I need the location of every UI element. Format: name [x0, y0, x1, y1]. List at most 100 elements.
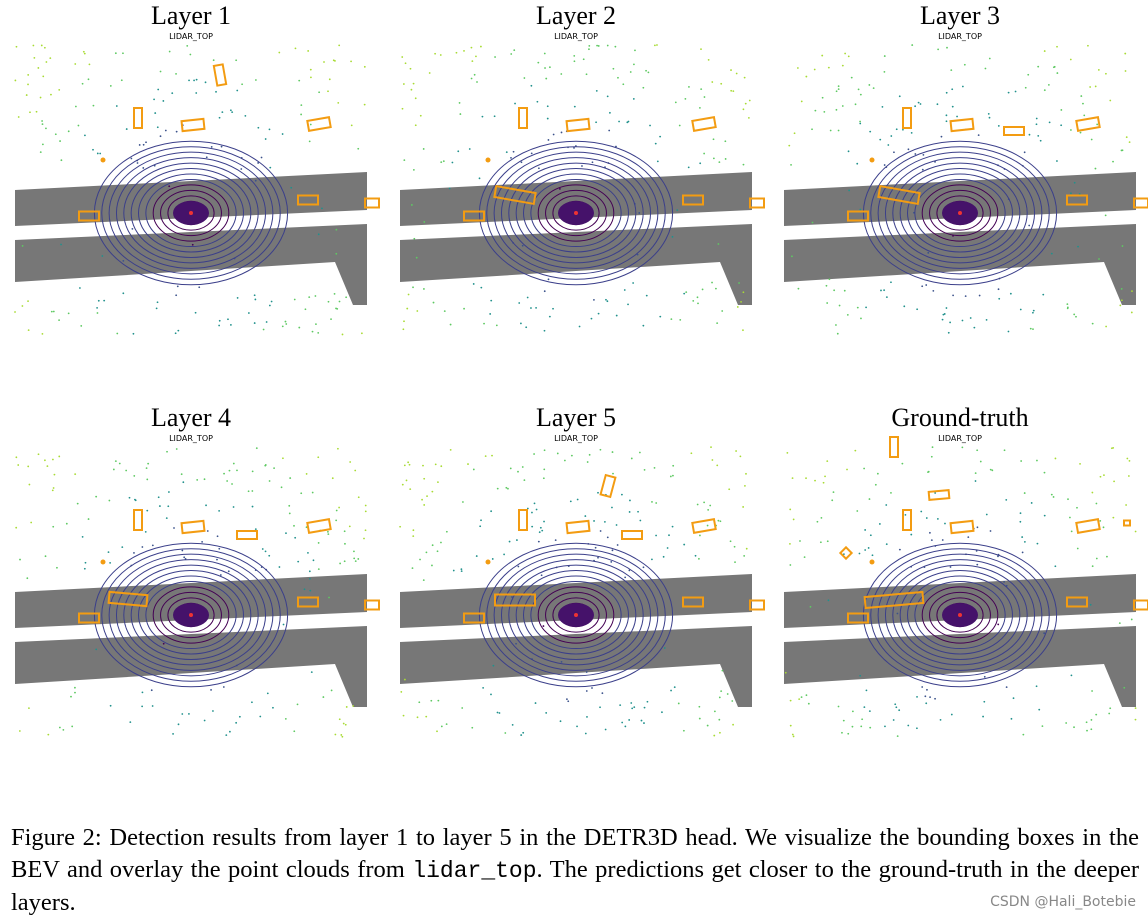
- lidar-point: [512, 150, 515, 153]
- lidar-point: [1109, 707, 1112, 710]
- lidar-point: [1120, 288, 1123, 290]
- lidar-point: [41, 120, 43, 122]
- ego-marker: [574, 211, 578, 215]
- lidar-point: [1066, 303, 1069, 306]
- lidar-point: [729, 540, 732, 543]
- lidar-point: [146, 478, 149, 481]
- lidar-point: [639, 519, 642, 522]
- lidar-point: [612, 472, 614, 475]
- lidar-point: [595, 90, 598, 92]
- lidar-point: [531, 525, 534, 528]
- lidar-point: [1094, 85, 1097, 88]
- road: [400, 172, 752, 226]
- bbox: [902, 107, 912, 129]
- bbox: [236, 530, 258, 540]
- lidar-point: [863, 706, 866, 709]
- lidar-point: [856, 306, 859, 309]
- lidar-point: [967, 536, 970, 539]
- lidar-point: [1030, 502, 1033, 504]
- lidar-point: [54, 133, 57, 136]
- lidar-point: [1041, 725, 1044, 728]
- lidar-point: [426, 495, 428, 497]
- lidar-point: [627, 303, 629, 306]
- lidar-point: [835, 108, 838, 111]
- lidar-point: [510, 156, 512, 159]
- lidar-point: [165, 517, 168, 520]
- lidar-point: [732, 90, 735, 93]
- lidar-point: [543, 52, 546, 55]
- lidar-point: [879, 138, 882, 141]
- lidar-point: [350, 60, 352, 63]
- lidar-point: [930, 455, 933, 458]
- lidar-point: [402, 328, 405, 331]
- lidar-point: [338, 300, 341, 303]
- lidar-point: [718, 161, 721, 164]
- lidar-point: [653, 466, 656, 469]
- lidar-point: [982, 715, 984, 718]
- lidar-point: [513, 49, 516, 52]
- lidar-point: [1054, 565, 1057, 568]
- lidar-point: [789, 564, 792, 566]
- lidar-point: [175, 130, 178, 133]
- lidar-point: [540, 574, 543, 577]
- lidar-point: [901, 462, 904, 465]
- bev-panel: Ground-truth LIDAR_TOP: [784, 403, 1148, 738]
- lidar-point: [1019, 520, 1022, 523]
- lidar-point: [53, 473, 56, 476]
- lidar-point: [655, 502, 658, 504]
- lidar-point: [1042, 293, 1045, 296]
- lidar-point: [588, 48, 590, 51]
- lidar-point: [264, 138, 267, 140]
- lidar-point: [1083, 114, 1086, 117]
- lidar-point: [584, 732, 587, 735]
- lidar-ring: [145, 178, 237, 248]
- lidar-point: [998, 297, 1001, 300]
- lidar-point: [407, 293, 410, 296]
- lidar-point: [203, 478, 206, 481]
- lidar-point: [268, 480, 271, 482]
- lidar-point: [1056, 45, 1058, 48]
- lidar-point: [79, 287, 81, 289]
- lidar-point: [611, 506, 613, 509]
- bbox: [927, 489, 951, 501]
- lidar-point: [322, 696, 325, 698]
- lidar-point: [1128, 141, 1131, 144]
- lidar-point: [235, 59, 238, 62]
- lidar-point: [517, 565, 520, 568]
- lidar-point: [983, 675, 986, 678]
- lidar-point: [903, 305, 906, 308]
- lidar-point: [828, 278, 831, 281]
- lidar-point: [410, 88, 413, 91]
- lidar-point: [677, 702, 680, 705]
- lidar-point: [418, 701, 421, 704]
- lidar-point: [430, 699, 433, 702]
- lidar-point: [858, 552, 861, 555]
- lidar-point: [337, 101, 340, 104]
- lidar-point: [168, 491, 170, 493]
- lidar-point: [952, 294, 954, 297]
- lidar-point: [1099, 519, 1102, 522]
- lidar-point: [533, 502, 536, 505]
- caption-code: lidar_top: [412, 857, 537, 884]
- lidar-point: [1095, 557, 1098, 560]
- lidar-ring: [914, 580, 1006, 650]
- lidar-point: [1036, 542, 1039, 545]
- lidar-point: [321, 207, 323, 210]
- lidar-point: [1131, 290, 1133, 293]
- lidar-point: [921, 686, 924, 688]
- lidar-point: [505, 486, 508, 489]
- watermark: CSDN @Hali_Botebie: [990, 894, 1136, 910]
- lidar-point: [591, 161, 594, 164]
- lidar-point: [289, 477, 292, 479]
- lidar-ring: [929, 591, 991, 639]
- lidar-point: [861, 718, 864, 721]
- lidar-point: [164, 129, 167, 132]
- lidar-point: [1077, 245, 1079, 248]
- lidar-point: [67, 312, 70, 315]
- lidar-point: [293, 730, 296, 733]
- lidar-point: [194, 311, 197, 314]
- lidar-point: [103, 299, 106, 302]
- lidar-point: [1065, 722, 1068, 724]
- lidar-point: [885, 296, 888, 299]
